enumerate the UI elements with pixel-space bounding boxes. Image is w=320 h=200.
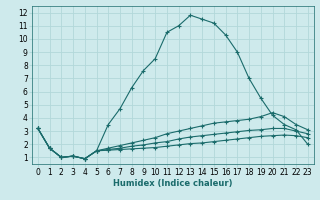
X-axis label: Humidex (Indice chaleur): Humidex (Indice chaleur) — [113, 179, 233, 188]
